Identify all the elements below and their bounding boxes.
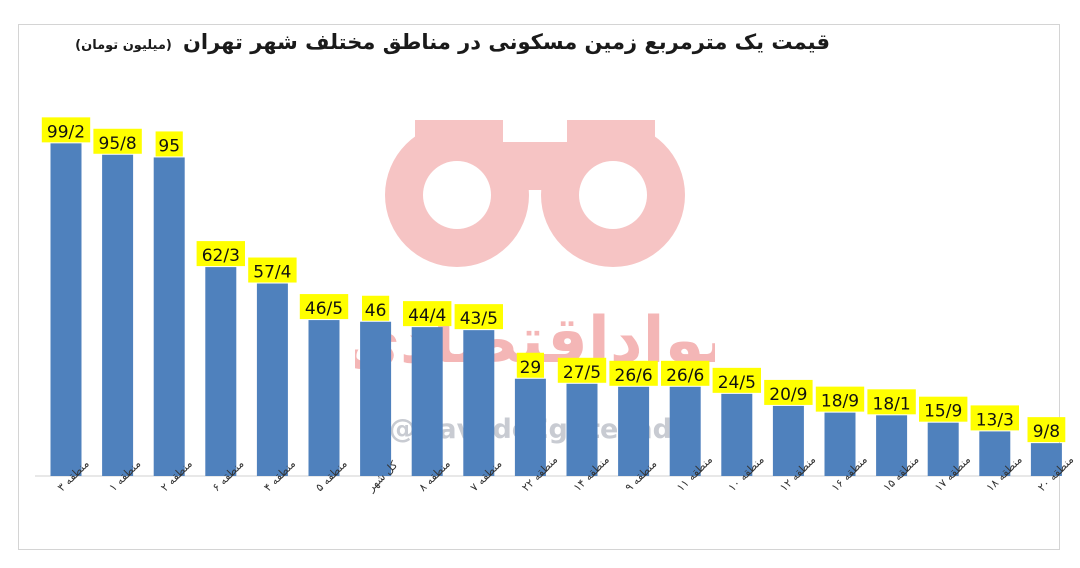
chart-title-area: قیمت یک مترمربع زمین مسکونی در مناطق مخت…	[75, 30, 830, 54]
bar	[721, 393, 753, 476]
data-label: 18/1	[873, 394, 911, 414]
bar	[669, 386, 701, 476]
data-label: 24/5	[718, 373, 756, 393]
data-label: 57/4	[253, 263, 291, 283]
data-label-highlight	[454, 304, 503, 330]
bar	[927, 422, 959, 476]
data-label: 44/4	[408, 306, 446, 326]
data-label: 9/8	[1033, 422, 1060, 442]
data-label: 62/3	[202, 246, 240, 266]
data-label: 29	[520, 358, 542, 378]
chart-title: قیمت یک مترمربع زمین مسکونی در مناطق مخت…	[182, 30, 830, 54]
data-label: 15/9	[924, 402, 962, 422]
data-label-highlight	[196, 241, 245, 267]
bar	[50, 143, 82, 477]
data-label-highlight	[41, 117, 91, 143]
bar	[876, 415, 908, 476]
data-label: 46	[365, 301, 387, 321]
bar	[772, 405, 804, 476]
data-label: 27/5	[563, 363, 601, 383]
data-label: 95	[158, 136, 180, 156]
bar	[1030, 443, 1062, 476]
data-label-highlight	[764, 379, 813, 405]
chart-subtitle: (میلیون تومان)	[75, 38, 172, 53]
data-label-highlight	[609, 360, 658, 386]
bar	[205, 267, 237, 476]
bar	[256, 283, 288, 476]
data-label: 99/2	[47, 122, 85, 142]
data-label-highlight	[557, 357, 607, 383]
bar	[618, 386, 650, 476]
data-label: 26/6	[615, 366, 653, 386]
bar	[514, 378, 546, 476]
bar	[463, 330, 495, 476]
bar	[566, 383, 598, 476]
data-label-highlight	[403, 301, 452, 327]
data-label-highlight	[970, 405, 1019, 431]
bar	[979, 431, 1011, 476]
bar	[153, 157, 185, 476]
data-label: 95/8	[99, 134, 137, 154]
bar	[308, 320, 340, 476]
data-label: 18/9	[821, 392, 859, 412]
bar	[102, 154, 134, 476]
data-label: 13/3	[976, 410, 1014, 430]
data-label: 43/5	[460, 309, 498, 329]
data-label-highlight	[93, 128, 142, 154]
data-label: 20/9	[769, 385, 807, 405]
data-label-highlight	[815, 386, 865, 412]
bar	[824, 412, 856, 476]
data-label-highlight	[248, 257, 297, 283]
data-label-highlight	[516, 352, 544, 378]
data-label-highlight	[362, 295, 390, 321]
data-label-highlight	[919, 396, 968, 422]
data-label-highlight	[1027, 417, 1066, 443]
data-label-highlight	[712, 367, 761, 393]
bar	[360, 321, 392, 476]
data-label-highlight	[661, 360, 710, 386]
data-label-highlight	[299, 294, 349, 320]
data-label: 26/6	[666, 366, 704, 386]
data-label: 46/5	[305, 299, 343, 319]
data-label-highlight	[155, 131, 183, 157]
data-label-highlight	[867, 389, 916, 415]
bar	[411, 327, 443, 476]
